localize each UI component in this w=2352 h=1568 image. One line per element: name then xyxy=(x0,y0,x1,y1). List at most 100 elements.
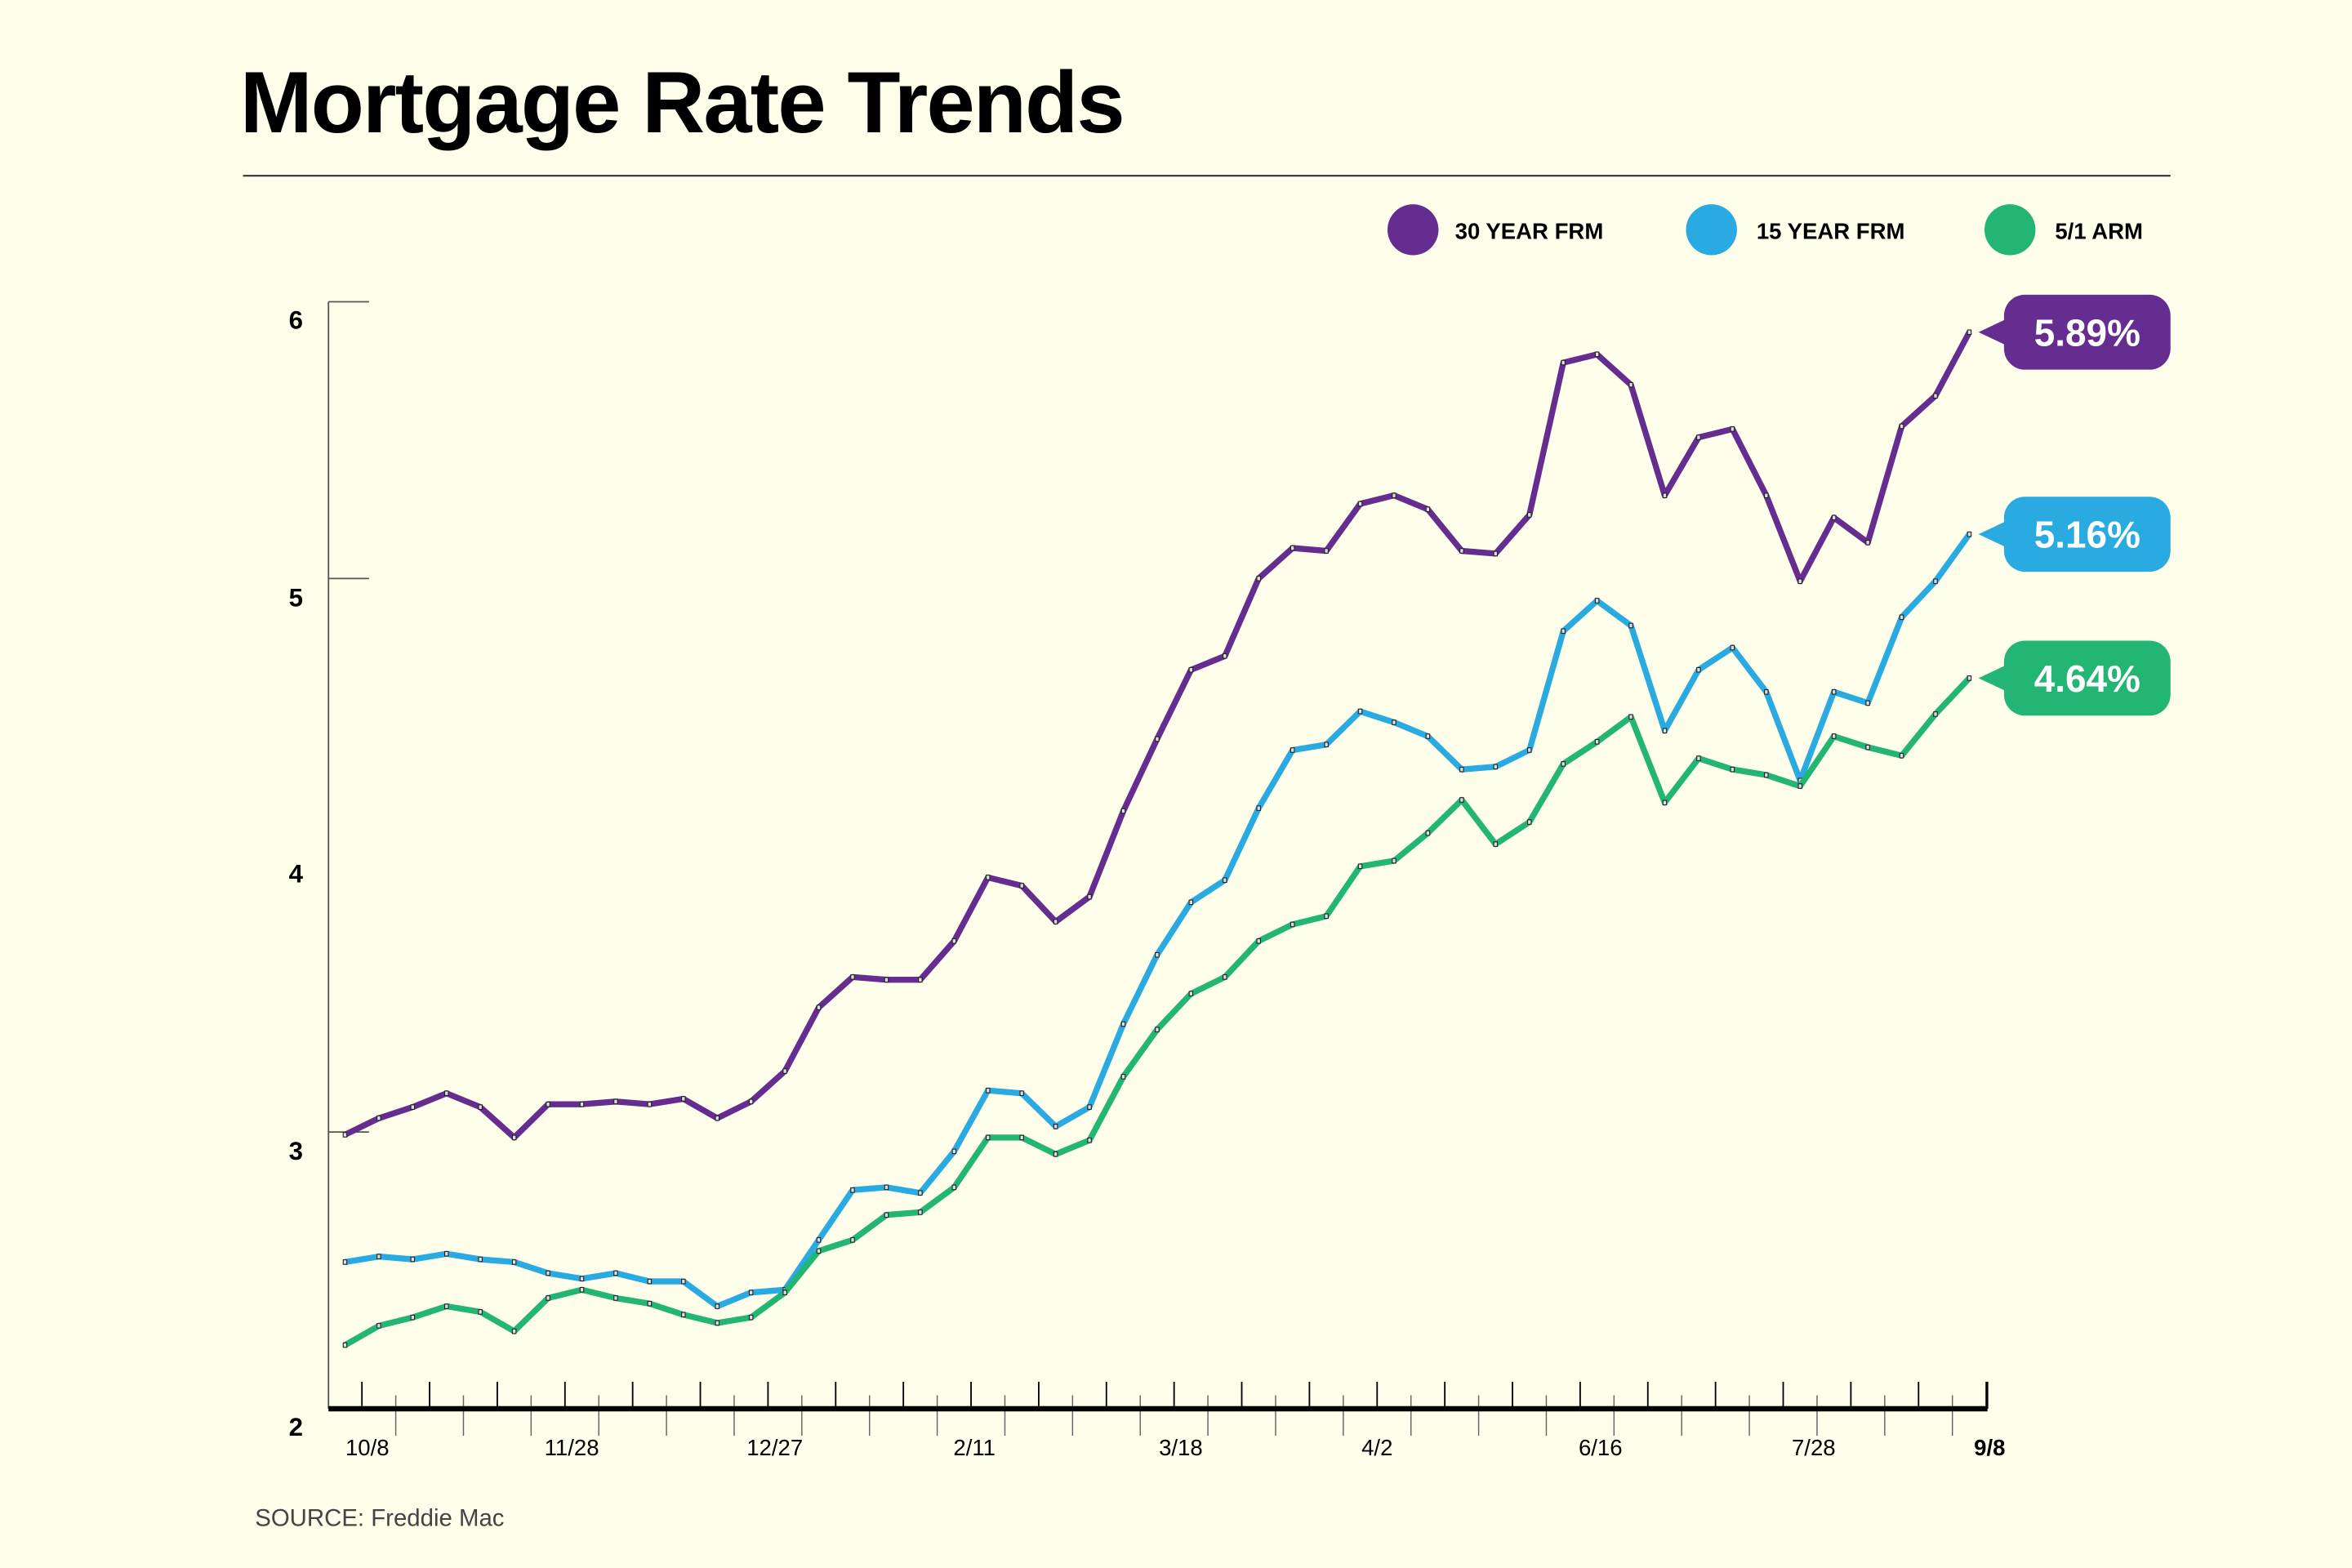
data-point xyxy=(1019,883,1024,889)
data-point xyxy=(1324,548,1329,554)
x-tick-label: 7/28 xyxy=(1792,1435,1836,1460)
data-point xyxy=(1256,805,1261,811)
data-point xyxy=(951,938,957,944)
data-point xyxy=(511,1134,517,1141)
bubble-box xyxy=(2003,294,2171,370)
data-point xyxy=(1459,797,1464,803)
data-point xyxy=(1594,738,1600,745)
data-point xyxy=(816,1248,822,1254)
data-point xyxy=(715,1320,720,1326)
data-point xyxy=(444,1250,449,1257)
bubble-pointer xyxy=(1978,520,2007,548)
end-value-labels: 5.89% 5.16% 4.64% xyxy=(1978,294,2171,716)
data-point xyxy=(1425,733,1431,739)
data-point xyxy=(342,1132,348,1138)
legend-swatch-15yr xyxy=(1686,204,1737,256)
data-point xyxy=(1357,501,1363,507)
series-2 xyxy=(342,675,1972,1348)
data-point xyxy=(1933,578,1938,585)
legend-item-15yr: 15 YEAR FRM xyxy=(1686,204,1904,256)
data-point xyxy=(918,977,923,983)
data-point xyxy=(478,1309,483,1315)
x-tick-label: 4/2 xyxy=(1361,1435,1392,1460)
data-point xyxy=(1831,733,1837,739)
y-tick-label: 4 xyxy=(289,859,304,888)
x-tick-label: 9/8 xyxy=(1974,1435,2005,1460)
data-point xyxy=(444,1090,449,1096)
data-point xyxy=(715,1303,720,1309)
data-point xyxy=(376,1323,381,1329)
chart-title: Mortgage Rate Trends xyxy=(240,54,1124,151)
y-tick-label: 5 xyxy=(289,583,303,612)
data-point xyxy=(1290,747,1295,753)
bubble-box xyxy=(2003,640,2171,716)
data-point xyxy=(376,1254,381,1259)
data-point xyxy=(816,1236,822,1243)
data-point xyxy=(850,974,855,980)
data-point xyxy=(410,1104,416,1110)
y-axis: 2 3 4 5 6 xyxy=(289,301,369,1441)
data-point xyxy=(1188,991,1194,996)
data-point xyxy=(748,1290,754,1295)
data-point xyxy=(1019,1090,1024,1096)
data-point xyxy=(342,1259,348,1265)
bubble-pointer xyxy=(1978,664,2007,692)
data-point xyxy=(951,1148,957,1155)
data-point xyxy=(1662,728,1668,734)
data-point xyxy=(546,1270,550,1276)
data-point xyxy=(850,1236,855,1243)
legend-label-30yr: 30 YEAR FRM xyxy=(1455,218,1604,243)
bubble-value: 5.16% xyxy=(2034,514,2140,556)
data-point xyxy=(918,1209,923,1215)
data-point xyxy=(376,1115,381,1121)
data-point xyxy=(1730,426,1735,432)
legend: 30 YEAR FRM 15 YEAR FRM 5/1 ARM xyxy=(1387,204,2143,256)
data-point xyxy=(478,1104,483,1110)
data-point xyxy=(1087,1104,1092,1110)
data-point xyxy=(546,1101,550,1107)
data-point xyxy=(1730,766,1735,773)
data-point xyxy=(511,1259,517,1265)
data-point xyxy=(1967,531,1972,537)
data-point xyxy=(1797,578,1802,585)
end-value-bubble: 5.16% xyxy=(1978,497,2171,572)
data-point xyxy=(1899,423,1904,430)
data-point xyxy=(1865,744,1870,751)
data-point xyxy=(647,1278,653,1285)
data-point xyxy=(1324,913,1329,920)
data-point xyxy=(1561,628,1566,635)
data-point xyxy=(410,1314,416,1321)
legend-swatch-arm xyxy=(1984,204,2036,256)
data-point xyxy=(1392,858,1396,864)
x-tick-label: 12/27 xyxy=(746,1435,803,1460)
data-point xyxy=(613,1270,618,1276)
data-point xyxy=(579,1286,585,1293)
data-point xyxy=(1899,614,1904,621)
data-point xyxy=(444,1303,449,1309)
y-tick-label: 2 xyxy=(289,1413,303,1441)
data-point xyxy=(1053,919,1058,924)
data-point xyxy=(511,1328,517,1334)
data-point xyxy=(1256,576,1261,581)
data-point xyxy=(1594,598,1600,604)
data-point xyxy=(1019,1134,1024,1141)
source-note: SOURCE: Freddie Mac xyxy=(255,1504,504,1531)
data-point xyxy=(1155,1027,1160,1033)
data-point xyxy=(1425,830,1431,836)
data-point xyxy=(1357,708,1363,715)
data-point xyxy=(1865,540,1870,546)
data-point xyxy=(647,1101,653,1107)
data-point xyxy=(1290,545,1295,551)
end-value-bubble: 5.89% xyxy=(1978,294,2171,370)
data-point xyxy=(985,1134,991,1141)
data-point xyxy=(1425,506,1431,512)
data-point xyxy=(1290,921,1295,928)
data-point xyxy=(579,1276,585,1282)
data-point xyxy=(1324,742,1329,748)
data-point xyxy=(715,1115,720,1121)
x-axis-labels: 10/8 11/28 12/27 2/11 3/18 4/2 6/16 7/28 9/8 xyxy=(345,1435,2005,1460)
data-point xyxy=(1223,877,1227,884)
x-tick-label: 2/11 xyxy=(953,1435,996,1460)
data-point xyxy=(1628,381,1633,388)
